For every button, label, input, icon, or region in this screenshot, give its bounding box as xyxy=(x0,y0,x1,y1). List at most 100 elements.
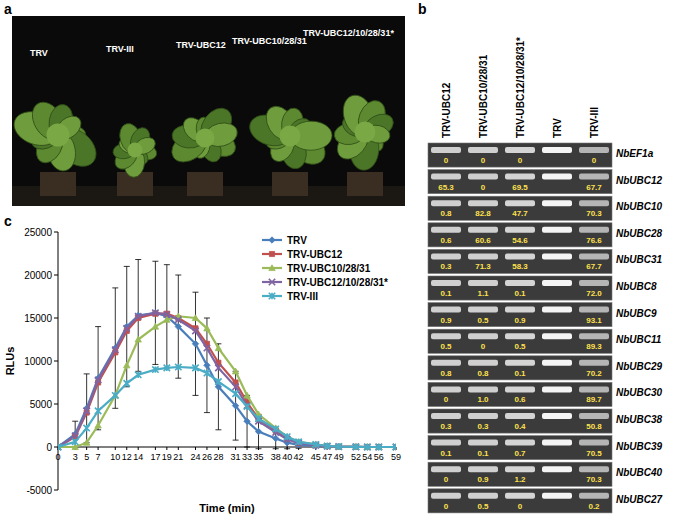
gel-band xyxy=(431,440,461,446)
x-tick xyxy=(247,447,248,450)
gel-band xyxy=(542,227,572,233)
band-value: 70.2 xyxy=(586,369,602,378)
band-value: 0.8 xyxy=(477,369,489,378)
gene-label: NbUBC8 xyxy=(616,281,657,292)
plant xyxy=(331,91,397,196)
data-point xyxy=(232,368,238,374)
band-value: 60.6 xyxy=(475,236,491,245)
gel-strip xyxy=(428,249,612,273)
data-point xyxy=(272,435,278,441)
band-value: 1.1 xyxy=(477,289,489,298)
x-tick xyxy=(178,447,179,450)
band-value: 0.9 xyxy=(477,475,489,484)
band-value: 93.1 xyxy=(586,316,602,325)
series-line xyxy=(58,314,396,447)
plant-center xyxy=(280,126,301,147)
data-point xyxy=(95,422,101,428)
column-header: TRV-III xyxy=(589,107,600,138)
gel-band xyxy=(542,440,572,446)
band-value: 0.3 xyxy=(440,262,452,271)
gel-band xyxy=(505,227,535,233)
data-point xyxy=(124,325,130,331)
gel-band xyxy=(468,333,498,339)
x-tick xyxy=(218,447,219,450)
gel-band xyxy=(505,280,535,286)
gel-band xyxy=(431,200,461,206)
gel-band xyxy=(542,147,572,153)
band-value: 0.5 xyxy=(477,316,489,325)
x-tick xyxy=(206,447,207,450)
band-value: 82.8 xyxy=(475,209,491,218)
gel-band xyxy=(579,280,609,286)
gel-strip xyxy=(428,462,612,486)
y-tick-label: 25000 xyxy=(24,227,52,238)
x-tick-label: 17 xyxy=(150,452,160,462)
data-point xyxy=(164,365,170,371)
x-tick-label: 54 xyxy=(362,452,372,462)
gel-band xyxy=(468,147,498,153)
gel-band xyxy=(579,147,609,153)
data-point xyxy=(124,362,130,368)
gene-label: NbEF1a xyxy=(616,148,654,159)
data-point xyxy=(192,341,198,347)
data-point xyxy=(364,444,370,450)
band-value: 1.2 xyxy=(514,475,526,484)
band-value: 67.7 xyxy=(586,262,602,271)
data-point xyxy=(393,444,396,450)
plant xyxy=(166,102,240,196)
band-value: 0.6 xyxy=(514,395,526,404)
band-value: 1.0 xyxy=(477,395,489,404)
data-point xyxy=(313,441,319,447)
gel-band xyxy=(468,307,498,313)
gene-label: NbUBC29 xyxy=(616,361,663,372)
error-bar xyxy=(233,371,239,440)
band-value: 67.7 xyxy=(586,183,602,192)
data-point xyxy=(244,418,250,424)
gel-strip xyxy=(428,489,612,513)
gel-band xyxy=(579,413,609,419)
gel-band xyxy=(505,413,535,419)
band-value: 70.3 xyxy=(586,475,602,484)
data-point xyxy=(175,323,181,329)
gel-band xyxy=(468,413,498,419)
band-value: 50.8 xyxy=(586,422,602,431)
legend-marker xyxy=(269,279,275,285)
band-value: 0.9 xyxy=(514,316,526,325)
band-value: 0.1 xyxy=(477,449,489,458)
series-line xyxy=(58,313,396,447)
x-tick-label: 21 xyxy=(173,452,183,462)
x-tick-label: 40 xyxy=(282,452,292,462)
data-point xyxy=(353,444,359,450)
band-value: 0.1 xyxy=(514,369,526,378)
gel-band xyxy=(505,386,535,392)
gel-band xyxy=(505,174,535,180)
legend-label: TRV-UBC12/10/28/31* xyxy=(287,277,388,288)
band-value: 0 xyxy=(444,502,449,511)
gel-strip xyxy=(428,223,612,247)
band-value: 69.5 xyxy=(512,183,528,192)
gel-band xyxy=(431,493,461,499)
gel-band xyxy=(579,200,609,206)
series-line xyxy=(58,316,396,447)
data-point xyxy=(232,403,238,409)
data-point xyxy=(164,311,170,317)
gel-band xyxy=(505,253,535,259)
band-value: 0 xyxy=(444,156,449,165)
data-point xyxy=(215,378,221,384)
data-point xyxy=(204,325,210,331)
pot xyxy=(187,172,223,196)
gel-band xyxy=(542,413,572,419)
data-point xyxy=(83,408,89,414)
gel-strip xyxy=(428,382,612,406)
band-value: 58.3 xyxy=(512,262,528,271)
x-tick-label: 10 xyxy=(110,452,120,462)
band-value: 70.3 xyxy=(586,209,602,218)
gel-band xyxy=(505,493,535,499)
band-value: 0.9 xyxy=(440,316,452,325)
legend-marker xyxy=(269,293,275,299)
data-point xyxy=(124,380,130,386)
y-axis-label: RLUs xyxy=(4,347,16,376)
panel-label: c xyxy=(4,213,12,229)
gel-band xyxy=(468,466,498,472)
band-value: 0 xyxy=(444,475,449,484)
